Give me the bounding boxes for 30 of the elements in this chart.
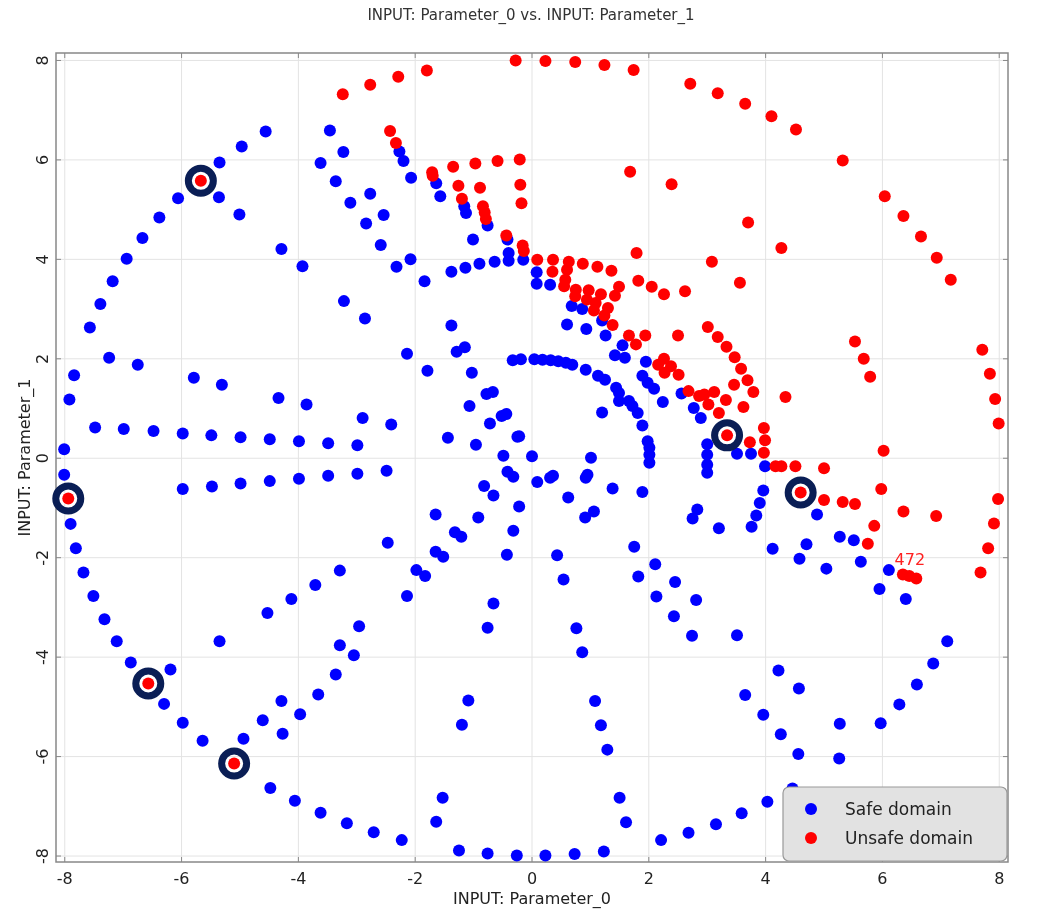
point	[52, 482, 85, 515]
x-tick-label: -4	[290, 869, 307, 888]
x-tick-label: 6	[877, 869, 888, 888]
point	[132, 667, 165, 700]
point	[711, 419, 744, 452]
y-tick-label: 0	[33, 453, 52, 464]
legend-label: Unsafe domain	[845, 828, 974, 848]
y-tick-label: -2	[33, 549, 52, 566]
x-tick-label: -2	[407, 869, 424, 888]
y-tick-label: -4	[33, 649, 52, 666]
y-tick-label: 6	[33, 154, 52, 165]
y-tick-label: 8	[33, 55, 52, 66]
annotation: 472	[894, 549, 926, 569]
y-tick-label: -6	[33, 748, 52, 765]
y-axis-title: INPUT: Parameter_1	[15, 378, 35, 537]
y-tick-label: 2	[33, 353, 52, 364]
legend-label: Safe domain	[845, 799, 952, 819]
point	[218, 747, 251, 780]
x-tick-label: 2	[643, 869, 654, 888]
x-tick-label: -6	[173, 869, 190, 888]
x-tick-label: 0	[526, 869, 538, 888]
x-tick-label: 4	[760, 869, 771, 888]
x-tick-label: -8	[56, 869, 73, 888]
point	[784, 476, 817, 509]
x-axis-title: INPUT: Parameter_0	[453, 889, 611, 909]
chart-title: INPUT: Parameter_0 vs. INPUT: Parameter_1	[367, 6, 695, 25]
x-tick-label: 8	[994, 869, 1005, 888]
point	[184, 164, 217, 197]
y-tick-label: 4	[33, 254, 52, 265]
y-tick-label: -8	[33, 848, 52, 865]
